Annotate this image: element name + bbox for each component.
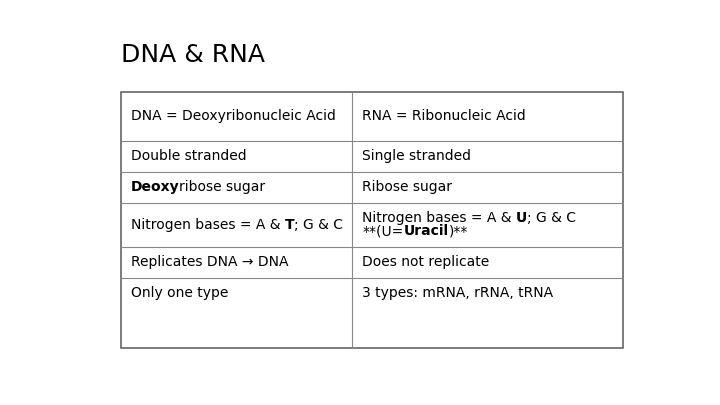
Text: ribose sugar: ribose sugar <box>179 180 266 194</box>
Text: U: U <box>516 211 528 225</box>
Text: 3 types: mRNA, rRNA, tRNA: 3 types: mRNA, rRNA, tRNA <box>362 286 554 301</box>
Text: T: T <box>284 218 294 232</box>
Text: Nitrogen bases = A &: Nitrogen bases = A & <box>131 218 284 232</box>
Text: Nitrogen bases = A &: Nitrogen bases = A & <box>362 211 516 225</box>
Text: Deoxy: Deoxy <box>131 180 179 194</box>
Text: Uracil: Uracil <box>403 224 449 238</box>
Text: Ribose sugar: Ribose sugar <box>362 180 452 194</box>
Text: Single stranded: Single stranded <box>362 149 472 163</box>
Text: )**: )** <box>449 224 468 238</box>
Text: DNA & RNA: DNA & RNA <box>121 43 265 67</box>
Text: Replicates DNA → DNA: Replicates DNA → DNA <box>131 255 288 269</box>
Text: DNA = Deoxyribonucleic Acid: DNA = Deoxyribonucleic Acid <box>131 109 336 124</box>
Text: Double stranded: Double stranded <box>131 149 246 163</box>
Bar <box>121 92 623 348</box>
Text: Only one type: Only one type <box>131 286 228 301</box>
Text: **(U=: **(U= <box>362 224 403 238</box>
Text: ; G & C: ; G & C <box>528 211 577 225</box>
Text: Does not replicate: Does not replicate <box>362 255 490 269</box>
Text: ; G & C: ; G & C <box>294 218 343 232</box>
Text: RNA = Ribonucleic Acid: RNA = Ribonucleic Acid <box>362 109 526 124</box>
